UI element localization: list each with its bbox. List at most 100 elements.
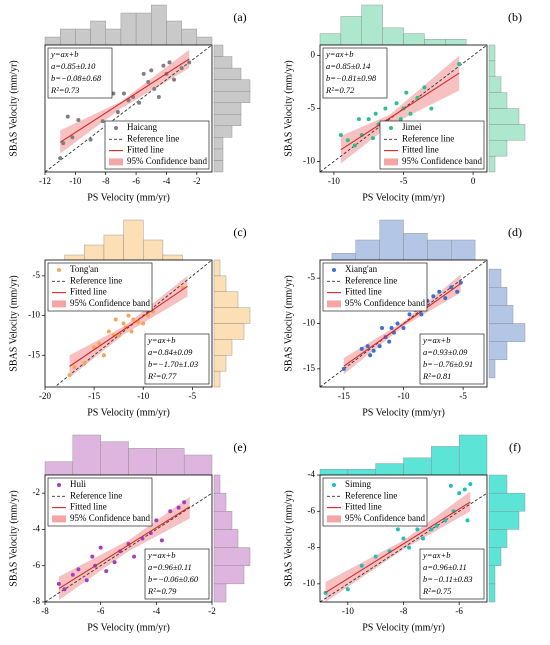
point <box>56 581 61 586</box>
x-tick-label: -10 <box>328 176 340 186</box>
fitted-line <box>343 283 462 367</box>
point <box>395 321 400 326</box>
y-tick-label: -4 <box>33 523 41 533</box>
point <box>465 518 470 523</box>
x-tick-label: -2 <box>208 606 216 616</box>
point <box>407 545 412 550</box>
fitted-line <box>325 501 471 594</box>
hist-bar <box>340 16 362 46</box>
plot-frame <box>44 44 213 173</box>
legend-label: 95% Confidence band <box>70 513 150 523</box>
y-tick-label: -5 <box>308 103 316 113</box>
top-histogram <box>319 434 488 476</box>
point <box>429 106 434 111</box>
hist-bar <box>135 12 152 46</box>
point <box>132 554 137 559</box>
hist-bar <box>59 28 76 46</box>
plot-content <box>54 260 212 387</box>
point <box>345 587 350 592</box>
legend-label: 95% Confidence band <box>127 156 207 166</box>
hist-bar <box>488 124 526 141</box>
fitted-line <box>59 58 190 143</box>
x-tick-label: -5 <box>459 391 467 401</box>
point <box>368 353 373 358</box>
hist-bar <box>382 27 404 46</box>
hist-bar <box>213 511 233 530</box>
point <box>448 483 453 488</box>
y-tick-label: -10 <box>303 155 315 165</box>
point <box>126 313 131 318</box>
legend-marker <box>57 483 61 487</box>
fitted-line <box>69 285 188 367</box>
annotation-box <box>47 47 113 99</box>
hist-bar <box>488 92 508 109</box>
hist-bar <box>213 79 251 92</box>
hist-bar <box>331 253 356 261</box>
point <box>338 132 343 137</box>
panel: (e) -8 -6 -4 -2 -8 -6 -4 -2 PS Velocity (mm/yr) SB… <box>8 434 251 633</box>
y-tick-label: -10 <box>303 578 315 588</box>
hist-bar <box>213 291 239 308</box>
top-histogram <box>319 4 467 46</box>
hist-bar <box>213 370 221 388</box>
hist-bar <box>488 492 526 512</box>
point <box>67 373 72 378</box>
hist-bar <box>213 565 245 585</box>
panel-label: (f) <box>509 440 521 454</box>
hist-bar <box>488 44 496 62</box>
annotation-text: R²=0.81 <box>422 371 451 381</box>
legend-label: Fitted line <box>70 502 107 512</box>
hist-bar <box>213 90 251 103</box>
point <box>443 518 448 523</box>
x-tick-label: -2 <box>193 176 201 186</box>
hist-bar <box>488 305 514 324</box>
point <box>84 578 89 583</box>
point <box>437 289 442 294</box>
hist-bar <box>488 108 520 125</box>
legend-label: Haicang <box>127 122 157 132</box>
hist-bar <box>213 339 233 356</box>
legend-label: Fitted line <box>345 287 382 297</box>
hist-bar <box>213 67 242 80</box>
point <box>149 68 154 73</box>
hist-bar <box>213 102 242 115</box>
point <box>97 341 102 346</box>
y-tick-label: -5 <box>33 270 41 280</box>
legend-label: Huli <box>70 479 87 489</box>
plot-content <box>320 45 487 172</box>
hist-bar <box>488 323 526 342</box>
hist-bar <box>183 454 213 476</box>
hist-bar <box>213 114 242 127</box>
hist-bar <box>319 33 342 46</box>
panel: (d) -15 -10 -5 -15 -10 -5 PS Velocity (mm/yr) SB… <box>283 219 526 418</box>
x-axis-label: PS Velocity (mm/yr) <box>362 622 445 633</box>
point <box>377 344 382 349</box>
hist-bar <box>488 341 508 360</box>
legend-label: 95% Confidence band <box>402 156 482 166</box>
point <box>90 554 95 559</box>
hist-bar <box>488 529 508 548</box>
panel-label: (d) <box>508 225 522 239</box>
annotation-text: a=0.93±0.09 <box>423 347 468 357</box>
point <box>371 348 376 353</box>
point <box>187 60 192 65</box>
annotation-box <box>419 548 485 600</box>
point <box>121 91 126 96</box>
x-tick-label: -10 <box>398 391 410 401</box>
hist-bar <box>213 492 227 512</box>
point <box>104 569 109 574</box>
annotation-text: b=−0.76±0.91 <box>423 359 473 369</box>
legend-label: Reference line <box>345 490 397 500</box>
point <box>100 119 105 124</box>
x-tick-label: -4 <box>153 606 161 616</box>
hist-bar <box>64 254 85 261</box>
hist-bar <box>488 60 496 77</box>
hist-bar <box>162 254 183 261</box>
hist-bar <box>488 76 502 93</box>
legend-marker <box>114 126 118 130</box>
legend-label: Reference line <box>127 133 179 143</box>
point <box>154 518 159 523</box>
point <box>58 156 63 161</box>
x-axis-label: PS Velocity (mm/yr) <box>87 192 170 203</box>
